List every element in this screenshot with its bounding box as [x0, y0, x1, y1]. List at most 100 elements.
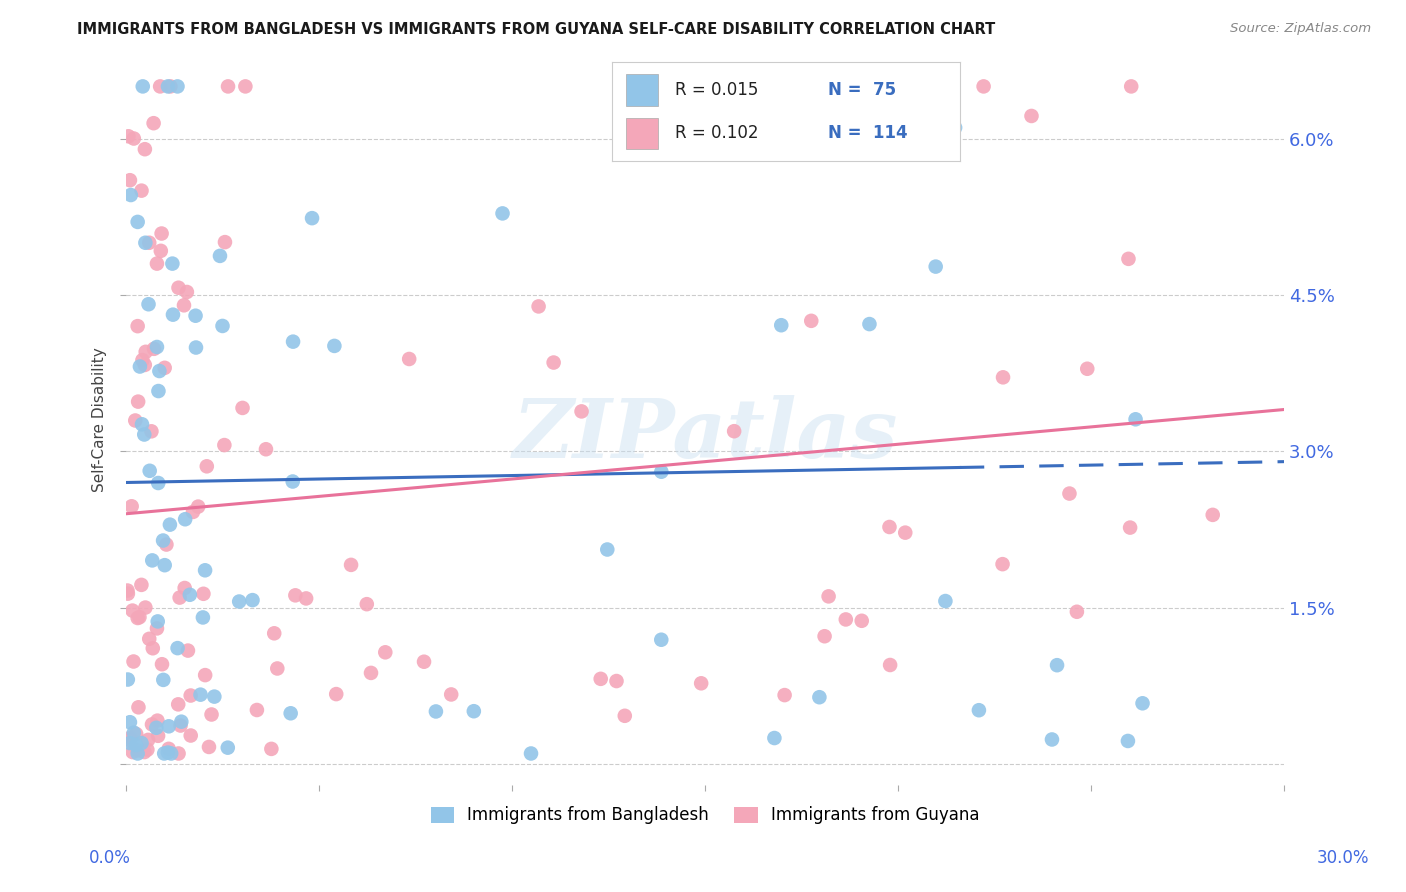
Point — [763, 731, 786, 745]
Text: 0.0%: 0.0% — [89, 849, 131, 867]
Point — [808, 690, 831, 705]
Point — [325, 687, 347, 701]
Point — [136, 742, 159, 756]
Point — [217, 79, 239, 94]
Point — [284, 588, 307, 602]
Point — [200, 707, 222, 722]
Point — [235, 79, 257, 94]
Point — [169, 718, 191, 732]
Point — [1118, 252, 1140, 266]
Point — [162, 257, 184, 271]
Point — [149, 79, 172, 94]
Point — [179, 588, 201, 602]
Point — [879, 658, 901, 673]
Point — [195, 459, 218, 474]
Point — [1046, 658, 1069, 673]
Point — [991, 370, 1014, 384]
Point — [141, 425, 163, 439]
Point — [124, 413, 146, 427]
Point — [122, 131, 145, 145]
Point — [146, 729, 169, 743]
Point — [121, 500, 143, 514]
Point — [134, 745, 156, 759]
Point — [157, 742, 180, 756]
Point — [813, 629, 835, 643]
Point — [374, 645, 396, 659]
Point — [1059, 486, 1081, 500]
Point — [295, 591, 318, 606]
Point — [879, 520, 901, 534]
Point — [152, 533, 174, 548]
Point — [191, 610, 214, 624]
Point — [650, 465, 672, 479]
Point — [121, 745, 143, 759]
Point — [173, 581, 195, 595]
Point — [1125, 412, 1147, 426]
Point — [184, 309, 207, 323]
Point — [148, 384, 170, 398]
Text: ZIPatlas: ZIPatlas — [512, 394, 898, 475]
Point — [202, 690, 225, 704]
Point — [770, 318, 793, 333]
Point — [159, 79, 181, 94]
Point — [231, 401, 253, 415]
Point — [127, 743, 149, 757]
Point — [1040, 732, 1063, 747]
Point — [148, 364, 170, 378]
Point — [167, 698, 190, 712]
Text: IMMIGRANTS FROM BANGLADESH VS IMMIGRANTS FROM GUYANA SELF-CARE DISABILITY CORREL: IMMIGRANTS FROM BANGLADESH VS IMMIGRANTS… — [77, 22, 995, 37]
Point — [138, 464, 160, 478]
Text: Source: ZipAtlas.com: Source: ZipAtlas.com — [1230, 22, 1371, 36]
Point — [413, 655, 436, 669]
Point — [398, 351, 420, 366]
Y-axis label: Self-Care Disability: Self-Care Disability — [93, 348, 107, 492]
Point — [360, 665, 382, 680]
Point — [180, 689, 202, 703]
Point — [263, 626, 285, 640]
Point — [118, 173, 141, 187]
Point — [194, 668, 217, 682]
Point — [141, 717, 163, 731]
Point — [131, 184, 153, 198]
Point — [153, 558, 176, 573]
Point — [543, 355, 565, 369]
Point — [146, 340, 169, 354]
Point — [120, 188, 142, 202]
Point — [723, 424, 745, 438]
Point — [894, 525, 917, 540]
Point — [162, 308, 184, 322]
Point — [167, 747, 190, 761]
Point — [254, 442, 277, 457]
Point — [166, 79, 188, 94]
Point — [491, 206, 513, 220]
Point — [323, 339, 346, 353]
Legend: Immigrants from Bangladesh, Immigrants from Guyana: Immigrants from Bangladesh, Immigrants f… — [425, 800, 986, 831]
Point — [131, 417, 153, 432]
Point — [281, 334, 304, 349]
Point — [176, 285, 198, 299]
Point — [152, 673, 174, 687]
Point — [117, 129, 139, 144]
Point — [301, 211, 323, 226]
Point — [266, 661, 288, 675]
Point — [134, 358, 156, 372]
Point — [122, 725, 145, 739]
Point — [117, 673, 139, 687]
Point — [356, 597, 378, 611]
Point — [991, 557, 1014, 571]
Point — [208, 249, 231, 263]
Point — [1202, 508, 1225, 522]
Point — [571, 404, 593, 418]
Point — [835, 612, 858, 626]
Point — [281, 475, 304, 489]
Point — [146, 615, 169, 629]
Point — [851, 614, 873, 628]
Point — [800, 314, 823, 328]
Point — [280, 706, 302, 721]
Point — [150, 227, 173, 241]
Point — [190, 688, 212, 702]
Point — [973, 79, 995, 94]
Point — [129, 359, 152, 374]
Point — [211, 318, 233, 333]
Point — [967, 703, 990, 717]
